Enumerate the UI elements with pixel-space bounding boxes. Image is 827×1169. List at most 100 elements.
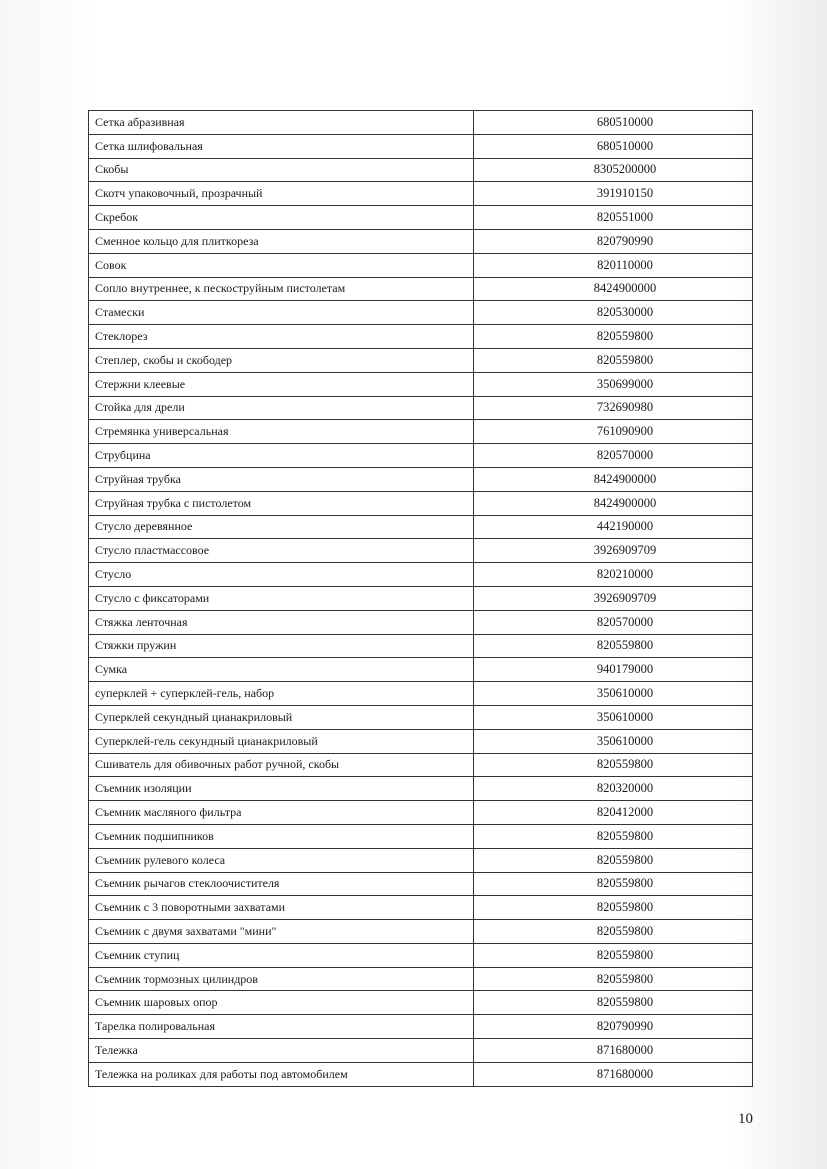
table-row: Съемник подшипников 820559800: [88, 823, 753, 849]
table-row: Съемник шаровых опор 820559800: [88, 990, 753, 1016]
item-name: Струйная трубка с пистолетом: [88, 490, 474, 516]
item-name: Съемник подшипников: [88, 823, 474, 849]
item-code: 732690980: [473, 395, 753, 421]
table-row: Стамески 820530000: [88, 300, 753, 326]
item-name: Съемник с двумя захватами "мини": [88, 919, 474, 944]
table-row: Стяжки пружин 820559800: [88, 633, 753, 659]
table-row: Стеклорез 820559800: [88, 324, 753, 349]
table-row: суперклей + суперклей-гель, набор 3506100…: [88, 681, 753, 706]
table-row: Сетка абразивная 680510000: [88, 110, 753, 135]
item-name: Стусло пластмассовое: [88, 538, 474, 564]
item-code: 820570000: [473, 609, 753, 635]
item-code: 8424900000: [473, 276, 753, 302]
table-row: Сшиватель для обивочных работ ручной, ск…: [88, 752, 753, 778]
item-name: Съемник тормозных цилиндров: [88, 966, 474, 992]
table-row: Суперклей секундный цианакриловый 3506100…: [88, 704, 753, 730]
table-row: Съемник изоляции 820320000: [88, 776, 753, 802]
table-row: Струбцина 820570000: [88, 443, 753, 468]
table-row: Стусло пластмассовое 3926909709: [88, 538, 753, 564]
item-code: 761090900: [473, 419, 753, 445]
item-code: 820559800: [473, 966, 753, 992]
table-row: Съемник рулевого колеса 820559800: [88, 847, 753, 873]
item-code: 820530000: [473, 300, 753, 326]
table-row: Сумка 940179000: [88, 657, 753, 683]
item-code: 820570000: [473, 443, 753, 468]
item-code: 820551000: [473, 205, 753, 230]
item-name: суперклей + суперклей-гель, набор: [88, 681, 474, 706]
item-code: 391910150: [473, 181, 753, 207]
item-code: 820320000: [473, 776, 753, 802]
item-code: 3926909709: [473, 585, 753, 611]
item-code: 820790990: [473, 228, 753, 254]
table-row: Тележка на роликах для работы под автомо…: [88, 1061, 753, 1087]
code-table: Сетка абразивная 680510000 Сетка шлифоваль…: [88, 110, 753, 1087]
item-name: Сменное кольцо для плиткореза: [88, 228, 474, 254]
item-name: Струбцина: [88, 443, 474, 468]
item-name: Стойка для дрели: [88, 395, 474, 421]
table-row: Тарелка полировальная 820790990: [88, 1014, 753, 1040]
item-name: Стяжка ленточная: [88, 609, 474, 635]
table-row: Степлер, скобы и скободер 820559800: [88, 347, 753, 373]
item-code: 820210000: [473, 562, 753, 587]
item-code: 350699000: [473, 371, 753, 397]
table-row: Стремянка универсальная 761090900: [88, 419, 753, 445]
item-code: 820559800: [473, 990, 753, 1016]
table-row: Съемник ступиц 820559800: [88, 942, 753, 968]
table-row: Сетка шлифовальная 680510000: [88, 133, 753, 159]
item-name: Суперклей секундный цианакриловый: [88, 704, 474, 730]
item-code: 820559800: [473, 919, 753, 944]
item-name: Стусло с фиксаторами: [88, 585, 474, 611]
item-code: 871680000: [473, 1061, 753, 1087]
item-code: 3926909709: [473, 538, 753, 564]
item-code: 820559800: [473, 633, 753, 659]
item-code: 350610000: [473, 704, 753, 730]
item-name: Съемник изоляции: [88, 776, 474, 802]
item-code: 8424900000: [473, 466, 753, 492]
item-name: Тарелка полировальная: [88, 1014, 474, 1040]
item-code: 680510000: [473, 133, 753, 159]
item-code: 8305200000: [473, 157, 753, 183]
table-row: Стусло деревянное 442190000: [88, 514, 753, 540]
item-name: Стремянка универсальная: [88, 419, 474, 445]
table-row: Стержни клеевые 350699000: [88, 371, 753, 397]
item-name: Стамески: [88, 300, 474, 326]
item-code: 820559800: [473, 752, 753, 778]
item-name: Скотч упаковочный, прозрачный: [88, 181, 474, 207]
table-row: Стусло 820210000: [88, 562, 753, 587]
item-name: Съемник рулевого колеса: [88, 847, 474, 873]
table-row: Струйная трубка с пистолетом 8424900000: [88, 490, 753, 516]
item-code: 820559800: [473, 895, 753, 921]
table-row: Сменное кольцо для плиткореза 820790990: [88, 228, 753, 254]
item-name: Стусло: [88, 562, 474, 587]
table-body: Сетка абразивная 680510000 Сетка шлифоваль…: [88, 110, 753, 1087]
item-code: 820559800: [473, 942, 753, 968]
table-row: Стойка для дрели 732690980: [88, 395, 753, 421]
table-row: Скребок 820551000: [88, 205, 753, 230]
item-code: 820559800: [473, 347, 753, 373]
item-name: Съемник с 3 поворотными захватами: [88, 895, 474, 921]
table-row: Тележка 871680000: [88, 1038, 753, 1063]
table-row: Совок 820110000: [88, 252, 753, 278]
item-name: Совок: [88, 252, 474, 278]
table-row: Стусло с фиксаторами 3926909709: [88, 585, 753, 611]
table-row: Съемник тормозных цилиндров 820559800: [88, 966, 753, 992]
item-name: Стусло деревянное: [88, 514, 474, 540]
item-code: 820559800: [473, 871, 753, 897]
item-name: Тележка на роликах для работы под автомо…: [88, 1061, 474, 1087]
item-name: Сумка: [88, 657, 474, 683]
table-row: Съемник рычагов стеклоочистителя 82055980…: [88, 871, 753, 897]
page-number: 10: [738, 1111, 753, 1127]
item-name: Съемник шаровых опор: [88, 990, 474, 1016]
item-code: 820412000: [473, 800, 753, 825]
table-row: Суперклей-гель секундный цианакриловый 35…: [88, 728, 753, 754]
item-code: 350610000: [473, 681, 753, 706]
item-name: Сшиватель для обивочных работ ручной, ск…: [88, 752, 474, 778]
item-code: 350610000: [473, 728, 753, 754]
item-code: 8424900000: [473, 490, 753, 516]
item-name: Сетка шлифовальная: [88, 133, 474, 159]
item-name: Сетка абразивная: [88, 110, 474, 135]
item-name: Стеклорез: [88, 324, 474, 349]
item-name: Стяжки пружин: [88, 633, 474, 659]
